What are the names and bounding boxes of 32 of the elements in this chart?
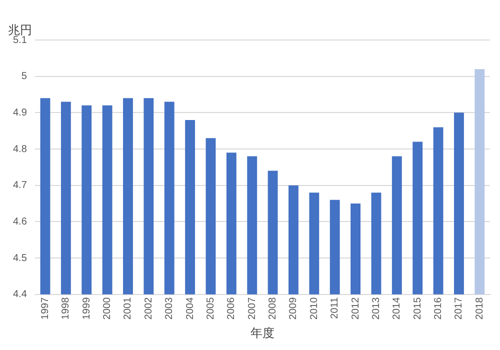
x-tick-label: 1997 [40,296,51,320]
y-tick-label: 5 [21,71,28,82]
x-tick-label: 2015 [412,296,424,320]
x-tick-label: 2016 [433,296,444,320]
x-tick-label: 2008 [268,296,279,320]
x-tick-label: 2014 [392,296,403,320]
x-tick-label: 2001 [122,296,134,320]
y-tick-label: 5.1 [12,34,28,46]
y-axis-title: 兆円 [8,22,32,37]
y-tick-label: 4.5 [12,252,28,264]
x-tick-label: 2007 [246,296,258,320]
x-tick-label: 2002 [143,296,154,320]
x-tick-label: 1998 [60,296,72,320]
x-tick-label: 2018 [474,296,486,320]
x-tick-label: 2006 [226,296,238,320]
x-tick-label: 2010 [308,296,320,320]
x-tick-label: 2017 [454,296,465,320]
x-tick-label: 2005 [205,296,216,320]
x-axis-title: 年度 [250,326,274,340]
x-tick-label: 2004 [184,296,196,320]
y-tick-label: 4.8 [12,144,28,155]
y-tick-label: 4.7 [12,180,28,192]
y-tick-label: 4.4 [12,289,28,300]
y-tick-label: 4.6 [12,216,28,228]
x-tick-label: 2011 [330,296,341,319]
x-tick-label: 2013 [370,296,382,320]
x-tick-label: 2000 [102,296,114,320]
x-tick-label: 2003 [164,296,176,320]
x-tick-label: 2009 [288,296,300,320]
x-tick-label: 1999 [81,296,92,320]
x-tick-label: 2012 [350,296,362,320]
y-tick-label: 4.9 [12,107,28,118]
